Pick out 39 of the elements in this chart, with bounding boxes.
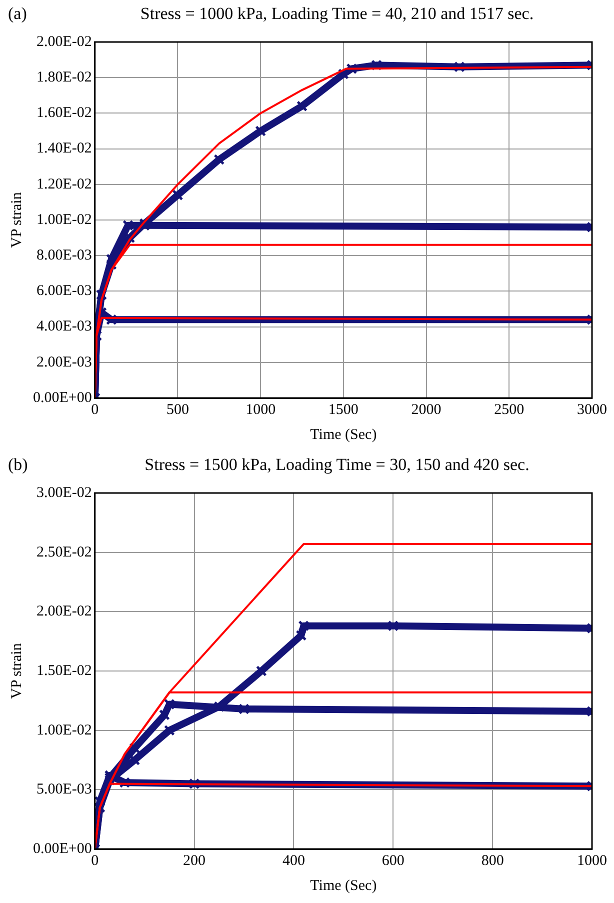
x-axis-title: Time (Sec) xyxy=(310,878,377,894)
x-tick-label: 2000 xyxy=(411,402,442,418)
y-tick-label: 1.80E-02 xyxy=(36,70,92,86)
x-tick-label: 3000 xyxy=(577,402,607,418)
y-tick-label: 1.00E-02 xyxy=(36,722,92,738)
y-tick-label: 2.00E-02 xyxy=(36,604,92,620)
y-tick-label: 1.50E-02 xyxy=(36,662,92,679)
y-tick-label: 8.00E-03 xyxy=(36,248,92,264)
x-tick-label: 1000 xyxy=(246,402,276,418)
x-tick-label: 800 xyxy=(481,852,504,869)
x-tick-label: 1500 xyxy=(328,402,358,418)
y-tick-label: 2.00E-03 xyxy=(36,354,92,370)
y-tick-label: 3.00E-02 xyxy=(36,484,92,501)
chart-title: Stress = 1500 kPa, Loading Time = 30, 150 and 420 sec. xyxy=(144,455,530,475)
y-tick-label: 4.00E-03 xyxy=(36,318,92,335)
y-axis-title: VP strain xyxy=(8,642,25,699)
y-tick-label: 6.00E-03 xyxy=(36,283,92,300)
y-tick-label: 5.00E-03 xyxy=(36,782,92,798)
y-tick-label: 2.00E-02 xyxy=(36,34,92,50)
chart-title: Stress = 1000 kPa, Loading Time = 40, 210 and 1517 sec. xyxy=(139,4,535,24)
x-axis-title: Time (Sec) xyxy=(310,426,377,443)
y-tick-label: 1.00E-02 xyxy=(36,212,92,228)
y-tick-label: 0.00E+00 xyxy=(32,390,92,406)
x-tick-label: 1000 xyxy=(577,852,607,869)
y-axis-title: VP strain xyxy=(8,192,25,248)
y-tick-label: 2.50E-02 xyxy=(36,544,92,560)
x-tick-label: 0 xyxy=(91,402,99,418)
x-tick-label: 400 xyxy=(282,852,305,869)
x-tick-label: 0 xyxy=(91,852,99,869)
x-tick-label: 500 xyxy=(166,402,189,418)
y-tick-label: 1.40E-02 xyxy=(36,140,92,157)
x-tick-label: 600 xyxy=(382,852,404,869)
text: (a) xyxy=(8,4,27,24)
y-tick-label: 1.60E-02 xyxy=(36,105,92,122)
x-tick-label: 2500 xyxy=(494,402,524,418)
y-tick-label: 0.00E+00 xyxy=(32,840,92,857)
y-tick-label: 1.20E-02 xyxy=(36,176,92,192)
text: (b) xyxy=(8,455,28,475)
x-tick-label: 200 xyxy=(183,852,206,869)
